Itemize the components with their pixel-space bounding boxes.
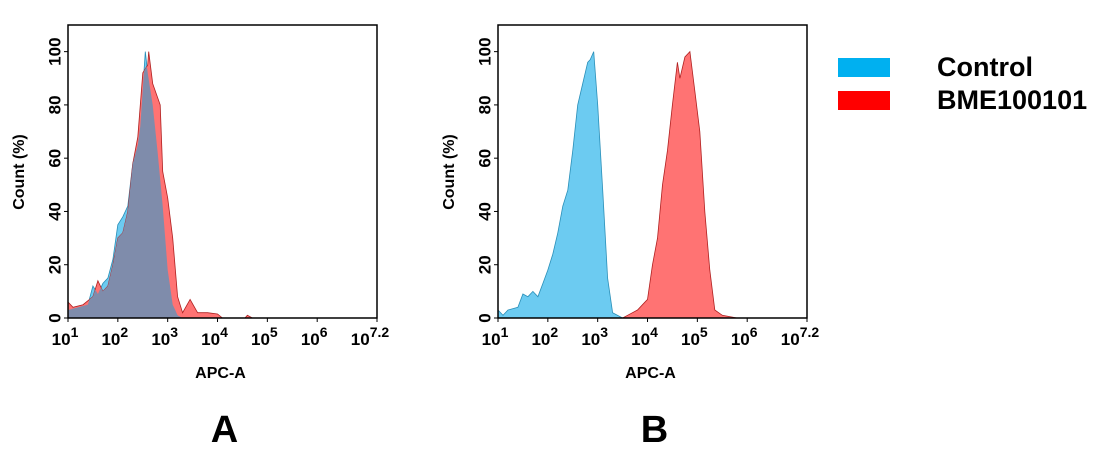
x-tick-base: 10 <box>482 330 501 349</box>
x-tick-base: 10 <box>151 330 170 349</box>
x-tick-exponent: 7.2 <box>370 324 390 340</box>
x-tick-base: 10 <box>251 330 270 349</box>
series-area-control <box>497 51 623 319</box>
x-axis-label: APC-A <box>195 365 246 382</box>
x-tick-label: 103 <box>581 324 608 349</box>
series-area-bme100101 <box>622 50 738 319</box>
x-tick-exponent: 2 <box>550 324 558 340</box>
x-tick-exponent: 4 <box>650 324 658 340</box>
legend-label: Control <box>937 52 1033 82</box>
x-tick-base: 10 <box>681 330 700 349</box>
x-tick-label: 106 <box>301 324 328 349</box>
x-tick-label: 104 <box>201 324 228 349</box>
x-tick-label: 104 <box>631 324 658 349</box>
x-tick-label: 107.2 <box>781 324 820 349</box>
panel-label: B <box>641 409 668 451</box>
y-tick-label: 20 <box>475 255 494 274</box>
x-tick-base: 10 <box>581 330 600 349</box>
x-tick-label: 107.2 <box>351 324 390 349</box>
x-tick-exponent: 7.2 <box>800 324 820 340</box>
x-tick-base: 10 <box>301 330 320 349</box>
x-tick-base: 10 <box>101 330 120 349</box>
x-tick-label: 102 <box>531 324 558 349</box>
y-tick-label: 100 <box>475 37 494 65</box>
x-tick-base: 10 <box>201 330 220 349</box>
x-tick-label: 103 <box>151 324 178 349</box>
y-axis-label: Count (%) <box>11 134 28 210</box>
x-tick-exponent: 5 <box>270 324 278 340</box>
y-tick-label: 80 <box>45 95 64 114</box>
y-tick-label: 60 <box>475 149 494 168</box>
legend-swatch-control <box>838 58 890 77</box>
panel-label: A <box>211 409 238 451</box>
x-tick-exponent: 6 <box>320 324 328 340</box>
x-tick-exponent: 1 <box>71 324 79 340</box>
x-tick-exponent: 5 <box>700 324 708 340</box>
plot-frame <box>67 24 378 319</box>
x-tick-base: 10 <box>52 330 71 349</box>
legend-label: BME100101 <box>937 85 1087 115</box>
x-tick-exponent: 2 <box>120 324 128 340</box>
x-tick-label: 102 <box>101 324 128 349</box>
x-tick-exponent: 4 <box>220 324 228 340</box>
x-tick-exponent: 1 <box>501 324 509 340</box>
x-tick-exponent: 3 <box>170 324 178 340</box>
x-tick-label: 105 <box>251 324 278 349</box>
x-tick-exponent: 3 <box>600 324 608 340</box>
x-tick-base: 10 <box>781 330 800 349</box>
x-axis-label: APC-A <box>625 365 676 382</box>
y-tick-label: 60 <box>45 149 64 168</box>
y-tick-label: 80 <box>475 95 494 114</box>
y-tick-label: 20 <box>45 255 64 274</box>
x-tick-label: 105 <box>681 324 708 349</box>
x-tick-base: 10 <box>531 330 550 349</box>
x-tick-base: 10 <box>631 330 650 349</box>
x-tick-base: 10 <box>731 330 750 349</box>
x-tick-exponent: 6 <box>750 324 758 340</box>
series-overlap-area <box>68 66 183 318</box>
x-tick-label: 101 <box>482 324 509 349</box>
x-tick-label: 101 <box>52 324 79 349</box>
y-axis-label: Count (%) <box>441 134 458 210</box>
x-tick-label: 106 <box>731 324 758 349</box>
y-tick-label: 40 <box>475 202 494 221</box>
y-tick-label: 0 <box>45 313 64 322</box>
plot-frame <box>497 24 808 319</box>
y-tick-label: 40 <box>45 202 64 221</box>
legend-swatch-bme100101 <box>838 91 890 110</box>
x-tick-base: 10 <box>351 330 370 349</box>
y-tick-label: 100 <box>45 37 64 65</box>
y-tick-label: 0 <box>475 313 494 322</box>
